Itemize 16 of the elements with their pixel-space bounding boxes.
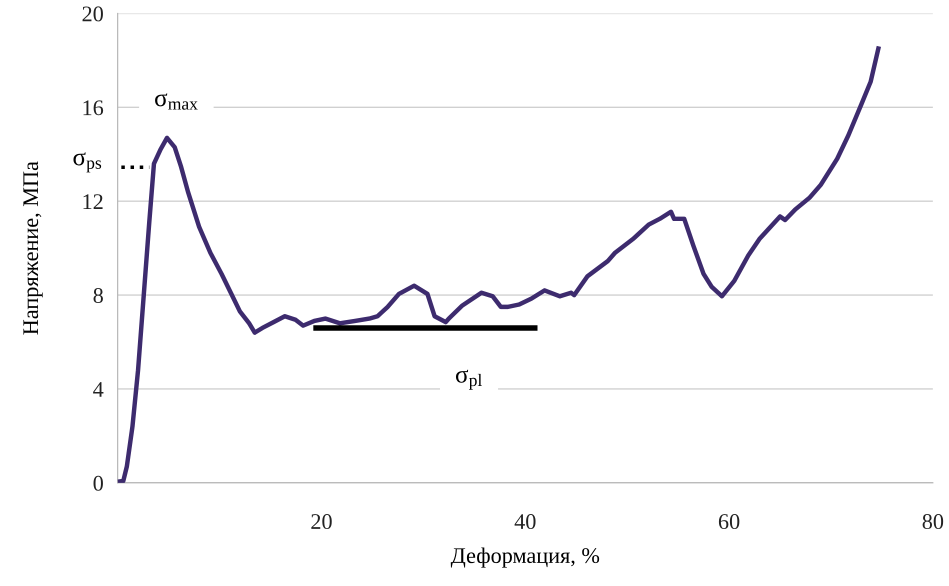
x-tick-label: 20 [311,514,332,530]
text: σ$_{ps}$ [73,152,102,172]
y-tick-label: 12 [84,194,103,209]
annotation: σ$_{max}$ [155,93,198,110]
y-tick-label: 20 [82,6,103,22]
y-tick-label: 0 [94,476,103,491]
x-tick-label: 80 [922,514,944,530]
y-tick-label: 4 [93,382,104,397]
y-axis-title: Напряжение, МПа [23,161,43,335]
x-tick-label: 40 [514,514,536,530]
y-tick-label: 8 [94,288,103,304]
y-tick-label: 16 [84,100,104,116]
line-series [118,44,882,483]
x-axis-title: Деформация, % [450,547,600,568]
annotation: σ$_{pl}$ [456,370,482,390]
x-tick-label: 60 [718,514,740,530]
